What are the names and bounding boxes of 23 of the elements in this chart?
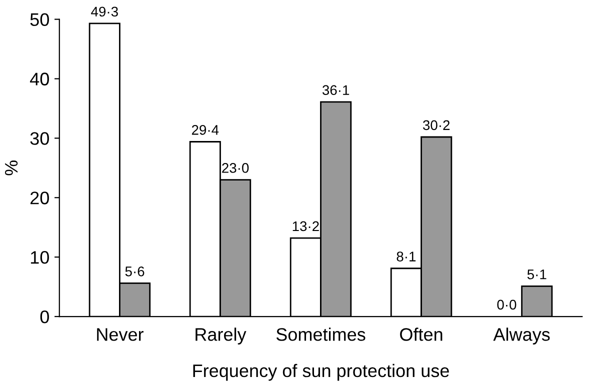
y-axis-title: % [4, 160, 18, 176]
data-label: 29·4 [192, 125, 219, 135]
x-axis-title: Frequency of sun protection use [193, 364, 449, 381]
data-label: 23·0 [222, 163, 249, 173]
data-label: 8·1 [396, 252, 416, 262]
x-tick-label: Never [97, 328, 144, 341]
data-label: 5·1 [527, 270, 546, 280]
x-tick-label: Often [400, 328, 442, 341]
x-tick-label: Always [493, 328, 550, 344]
data-label: 0·0 [497, 300, 516, 310]
y-tick-label: 20 [30, 192, 49, 204]
data-label: 36·1 [322, 85, 350, 96]
data-label: 5·6 [125, 266, 144, 276]
x-tick-label: Rarely [196, 328, 246, 344]
y-tick-label: 40 [30, 72, 49, 86]
data-label: 49·3 [91, 6, 118, 17]
y-tick-label: 50 [30, 13, 49, 26]
data-label: 13·2 [292, 221, 319, 232]
y-tick-label: 30 [30, 132, 49, 145]
data-label: 30·2 [422, 120, 450, 130]
x-tick-label: Sometimes [276, 328, 366, 341]
y-tick-label: 0 [40, 310, 49, 324]
y-tick-label: 10 [30, 251, 49, 264]
